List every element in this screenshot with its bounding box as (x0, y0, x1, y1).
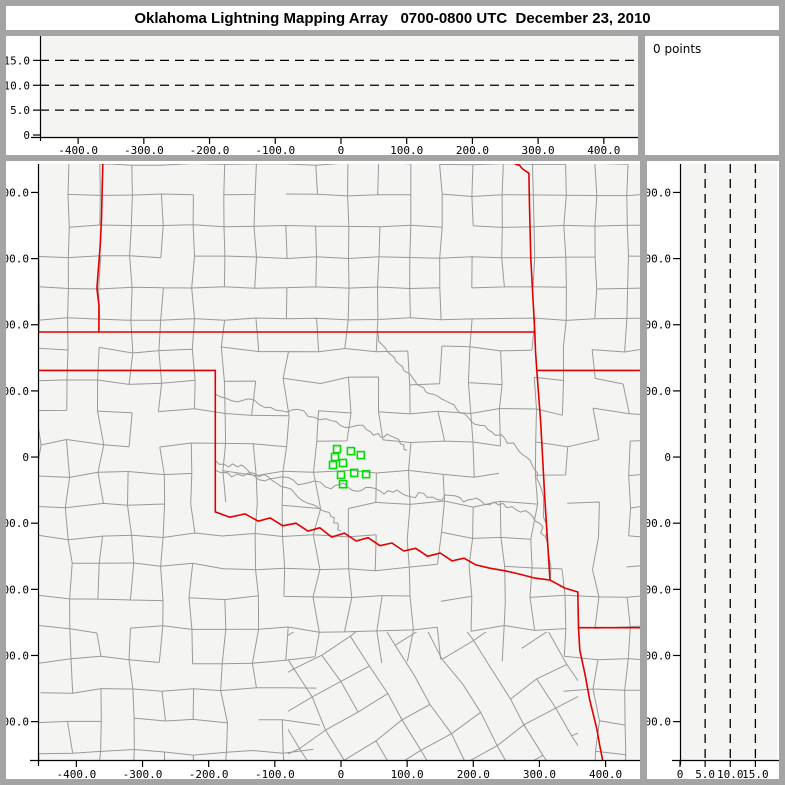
svg-text:400.0: 400.0 (6, 186, 29, 199)
svg-text:100.0: 100.0 (6, 385, 29, 398)
svg-text:5.0: 5.0 (695, 768, 715, 779)
svg-text:-200.0: -200.0 (6, 583, 29, 596)
svg-text:-300.0: -300.0 (6, 649, 29, 662)
plot-title: Oklahoma Lightning Mapping Array 0700-08… (134, 9, 651, 27)
svg-text:400.0: 400.0 (587, 144, 620, 155)
svg-text:10.0: 10.0 (717, 768, 744, 779)
svg-text:100.0: 100.0 (391, 768, 424, 779)
svg-text:300.0: 300.0 (522, 144, 555, 155)
svg-text:-400.0: -400.0 (58, 144, 98, 155)
svg-text:-300.0: -300.0 (647, 649, 671, 662)
svg-text:300.0: 300.0 (647, 253, 671, 266)
svg-text:200.0: 200.0 (456, 144, 489, 155)
svg-text:0: 0 (23, 129, 30, 142)
points-count-panel: 0 points (645, 36, 779, 155)
svg-text:0: 0 (677, 768, 684, 779)
altitude-ns-plot: 400.0 300.0 200.0 100.0 0 -100.0 -200.0 -300.0 -… (647, 164, 779, 779)
svg-text:200.0: 200.0 (6, 319, 29, 332)
svg-text:300.0: 300.0 (523, 768, 556, 779)
svg-text:-100.0: -100.0 (647, 517, 671, 530)
svg-text:200.0: 200.0 (647, 319, 671, 332)
svg-text:15.0: 15.0 (6, 54, 30, 67)
svg-text:200.0: 200.0 (457, 768, 490, 779)
svg-text:0: 0 (22, 451, 29, 464)
svg-text:10.0: 10.0 (6, 79, 30, 92)
svg-text:100.0: 100.0 (390, 144, 423, 155)
svg-text:-200.0: -200.0 (189, 768, 229, 779)
svg-text:400.0: 400.0 (647, 186, 671, 199)
svg-text:-100.0: -100.0 (255, 144, 295, 155)
svg-text:-200.0: -200.0 (647, 583, 671, 596)
title-bar: Oklahoma Lightning Mapping Array 0700-08… (6, 6, 779, 30)
svg-text:-100.0: -100.0 (6, 517, 29, 530)
svg-text:0: 0 (338, 144, 345, 155)
svg-text:400.0: 400.0 (589, 768, 622, 779)
svg-text:-400.0: -400.0 (6, 716, 29, 729)
altitude-ew-plot: 0 5.0 10.0 15.0 -400.0 -300.0 -200.0 -100.0 0 100… (6, 36, 638, 155)
svg-text:0: 0 (664, 451, 671, 464)
altitude-ew-panel: 0 5.0 10.0 15.0 -400.0 -300.0 -200.0 -100.0 0 100… (6, 36, 638, 155)
svg-text:-400.0: -400.0 (56, 768, 96, 779)
svg-text:15.0: 15.0 (742, 768, 769, 779)
svg-text:-200.0: -200.0 (190, 144, 230, 155)
svg-text:100.0: 100.0 (647, 385, 671, 398)
plan-view-plot: 400.0 300.0 200.0 100.0 0 -100.0 -200.0 -300.0 -… (6, 164, 640, 779)
svg-text:0: 0 (338, 768, 345, 779)
plan-view-panel: 400.0 300.0 200.0 100.0 0 -100.0 -200.0 -300.0 -… (6, 161, 640, 779)
svg-text:5.0: 5.0 (10, 104, 30, 117)
svg-text:-300.0: -300.0 (124, 144, 164, 155)
altitude-ns-panel: 400.0 300.0 200.0 100.0 0 -100.0 -200.0 -300.0 -… (647, 161, 779, 779)
points-count-label: 0 points (653, 42, 702, 56)
svg-text:300.0: 300.0 (6, 253, 29, 266)
svg-text:-300.0: -300.0 (123, 768, 163, 779)
svg-text:-100.0: -100.0 (255, 768, 295, 779)
svg-text:-400.0: -400.0 (647, 716, 671, 729)
